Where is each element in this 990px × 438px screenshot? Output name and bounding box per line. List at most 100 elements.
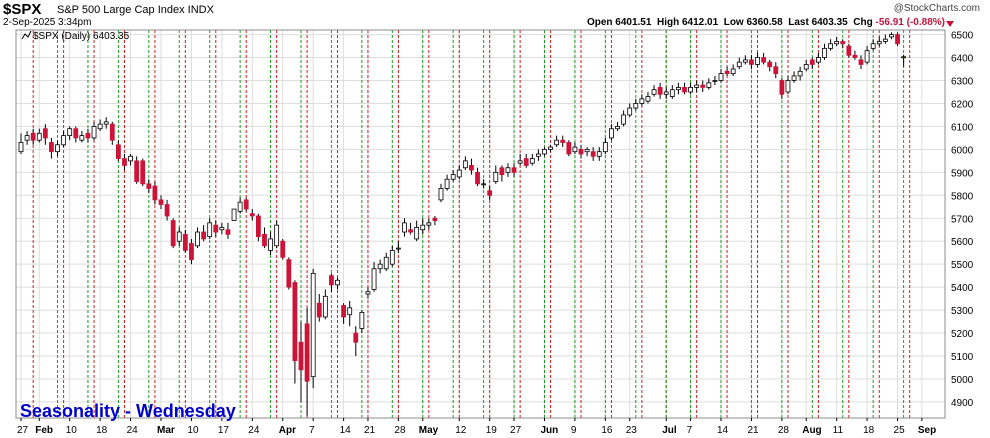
candle xyxy=(73,126,79,143)
x-tick-label: 10 xyxy=(66,425,78,436)
candle-body xyxy=(170,220,176,247)
candle xyxy=(572,142,578,154)
candle xyxy=(688,82,693,95)
candle-body xyxy=(207,222,213,238)
candle-body xyxy=(395,247,401,250)
plot-area xyxy=(16,30,945,418)
candle xyxy=(353,326,359,357)
candle xyxy=(712,75,718,86)
candle-body xyxy=(329,275,334,286)
candle-body xyxy=(268,238,273,251)
open-label: Open xyxy=(586,17,613,28)
open-value: 6401.51 xyxy=(615,17,652,28)
candle-body xyxy=(432,217,438,221)
candle-body xyxy=(809,59,815,65)
candle xyxy=(517,153,523,166)
candle xyxy=(450,170,456,182)
candle-body xyxy=(134,160,140,182)
candle xyxy=(389,245,395,267)
candle-body xyxy=(663,91,669,95)
candle xyxy=(36,128,42,143)
y-tick-label: 5900 xyxy=(951,168,974,179)
candle xyxy=(864,46,870,65)
y-tick-label: 5100 xyxy=(951,352,974,363)
candle-body xyxy=(438,188,444,201)
candle xyxy=(213,220,219,237)
candle-body xyxy=(85,132,91,139)
candle-body xyxy=(828,43,833,49)
candle xyxy=(55,140,60,157)
x-tick-label: Jun xyxy=(540,425,558,436)
candle xyxy=(395,241,401,253)
candle xyxy=(566,140,572,157)
candle-body xyxy=(322,295,328,318)
candle xyxy=(414,220,420,242)
candle xyxy=(383,252,389,272)
candle xyxy=(189,238,194,265)
candle xyxy=(822,43,827,60)
candle xyxy=(602,137,608,154)
x-tick-label: 21 xyxy=(364,425,376,436)
candle-body xyxy=(420,224,426,231)
low-value: 6360.58 xyxy=(746,17,783,28)
candle-body xyxy=(408,229,413,233)
candle-body xyxy=(590,151,596,157)
last-label: Last xyxy=(788,17,809,28)
candle-body xyxy=(359,311,365,329)
x-tick-label: 19 xyxy=(486,425,498,436)
candle-body xyxy=(243,199,249,210)
candle xyxy=(615,121,620,132)
x-tick-label: 24 xyxy=(127,425,139,436)
candle xyxy=(316,294,322,322)
candle-body xyxy=(55,144,60,153)
candle-body xyxy=(852,54,858,58)
candle-body xyxy=(195,231,200,247)
y-tick-label: 5000 xyxy=(951,375,974,386)
candle xyxy=(310,268,316,389)
candle xyxy=(523,153,529,168)
candle xyxy=(61,131,67,148)
y-tick-label: 6200 xyxy=(951,99,974,110)
candle xyxy=(420,218,426,235)
candle xyxy=(785,75,791,95)
x-tick-label: 17 xyxy=(218,425,230,436)
candle-body xyxy=(298,341,304,371)
candle-body xyxy=(822,47,827,58)
candle xyxy=(755,52,760,67)
chg-label: Chg xyxy=(853,17,873,28)
candle-body xyxy=(79,135,85,141)
candle xyxy=(359,310,365,334)
candle-body xyxy=(304,323,310,382)
candle xyxy=(42,124,48,145)
candle xyxy=(170,218,176,249)
candle xyxy=(67,126,73,141)
candle-body xyxy=(840,41,846,45)
candle xyxy=(499,165,505,182)
x-tick-label: 10 xyxy=(187,425,199,436)
candle xyxy=(298,321,304,402)
candle xyxy=(882,34,888,44)
y-tick-label: 6000 xyxy=(951,145,974,156)
candle xyxy=(456,165,462,180)
candle xyxy=(158,195,164,210)
candle xyxy=(24,131,30,145)
candle xyxy=(268,232,273,255)
candle-body xyxy=(353,332,359,343)
candle xyxy=(651,85,657,97)
x-tick-label: 16 xyxy=(601,425,613,436)
candle-body xyxy=(596,151,602,157)
plot-border xyxy=(15,29,946,419)
x-tick-label: 9 xyxy=(571,425,577,436)
candle-body xyxy=(310,272,316,378)
candle-body xyxy=(389,250,395,265)
candle-body xyxy=(803,64,809,70)
x-tick-label: 7 xyxy=(687,425,693,436)
candle-body xyxy=(572,146,578,153)
candle xyxy=(365,287,371,299)
candle-body xyxy=(450,174,456,180)
candle-body xyxy=(140,160,146,185)
candle xyxy=(901,54,907,67)
candle-body xyxy=(895,34,900,45)
candle-body xyxy=(700,84,706,88)
candle xyxy=(682,82,687,95)
